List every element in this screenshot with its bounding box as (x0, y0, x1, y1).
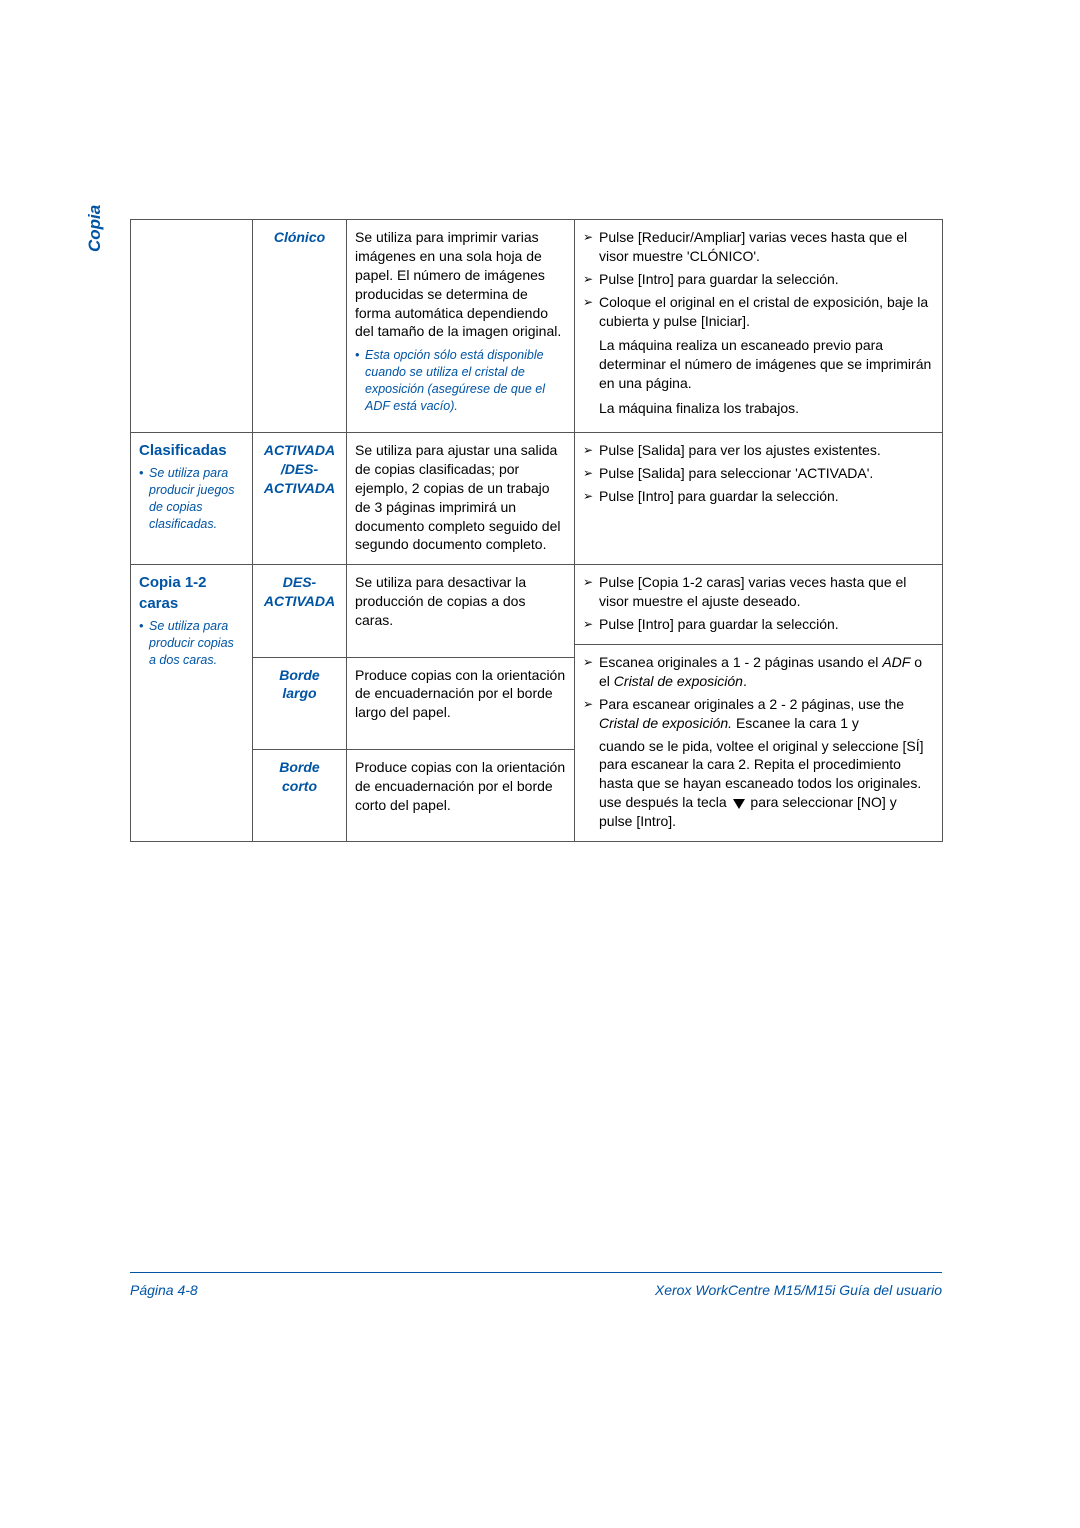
feature-table: Clónico Se utiliza para imprimir varias … (130, 219, 943, 842)
cell-description: Produce copias con la orientación de enc… (347, 657, 575, 749)
table-row: Clónico Se utiliza para imprimir varias … (131, 220, 943, 433)
step-item: Escanea originales a 1 - 2 páginas usand… (583, 653, 934, 691)
cell-feature: Copia 1-2 caras Se utiliza para producir… (131, 565, 253, 842)
desc-text: Se utiliza para desactivar la producción… (355, 573, 566, 630)
feature-label: Copia 1-2 caras (139, 573, 244, 614)
cell-steps: Pulse [Copia 1-2 caras] varias veces has… (575, 565, 943, 842)
option-label: ACTIVADA /DES- ACTIVADA (261, 441, 338, 498)
step-item: Coloque el original en el cristal de exp… (583, 293, 934, 331)
cell-description: Produce copias con la orientación de enc… (347, 749, 575, 841)
cell-option: ACTIVADA /DES- ACTIVADA (253, 433, 347, 565)
footer-rule (130, 1272, 942, 1273)
step-item: Pulse [Intro] para guardar la selección. (583, 270, 934, 289)
step-plain: La máquina realiza un escaneado previo p… (583, 336, 934, 393)
page-footer: Página 4-8 Xerox WorkCentre M15/M15i Guí… (130, 1282, 942, 1298)
option-label: Borde corto (261, 758, 338, 796)
footer-page-number: Página 4-8 (130, 1282, 198, 1298)
step-item: Pulse [Reducir/Ampliar] varias veces has… (583, 228, 934, 266)
feature-label: Clasificadas (139, 441, 244, 461)
step-plain: La máquina finaliza los trabajos. (583, 399, 934, 418)
step-item: Pulse [Intro] para guardar la selección. (583, 487, 934, 506)
cell-description: Se utiliza para imprimir varias imágenes… (347, 220, 575, 433)
desc-note: Esta opción sólo está disponible cuando … (355, 347, 566, 415)
step-item: Pulse [Salida] para seleccionar 'ACTIVAD… (583, 464, 934, 483)
cell-option: Borde largo (253, 657, 347, 749)
option-label: Clónico (261, 228, 338, 247)
step-item: Para escanear originales a 2 - 2 páginas… (583, 695, 934, 733)
step-item: Pulse [Salida] para ver los ajustes exis… (583, 441, 934, 460)
feature-sub-label: Se utiliza para producir copias a dos ca… (139, 618, 244, 669)
cell-steps: Pulse [Reducir/Ampliar] varias veces has… (575, 220, 943, 433)
feature-table-wrapper: Clónico Se utiliza para imprimir varias … (130, 219, 942, 842)
table-row: Clasificadas Se utiliza para producir ju… (131, 433, 943, 565)
cell-description: Se utiliza para desactivar la producción… (347, 565, 575, 657)
cell-option: DES- ACTIVADA (253, 565, 347, 657)
table-row: Copia 1-2 caras Se utiliza para producir… (131, 565, 943, 657)
option-label: Borde largo (261, 666, 338, 704)
step-continuation: cuando se le pida, voltee el original y … (583, 737, 934, 831)
option-label: DES- ACTIVADA (261, 573, 338, 611)
cell-feature (131, 220, 253, 433)
cell-description: Se utiliza para ajustar una salida de co… (347, 433, 575, 565)
desc-text: Se utiliza para ajustar una salida de co… (355, 441, 566, 554)
section-side-label: Copia (85, 205, 105, 252)
down-arrow-icon (733, 799, 745, 809)
cell-option: Clónico (253, 220, 347, 433)
cell-feature: Clasificadas Se utiliza para producir ju… (131, 433, 253, 565)
step-item: Pulse [Copia 1-2 caras] varias veces has… (583, 573, 934, 611)
desc-text: Produce copias con la orientación de enc… (355, 758, 566, 815)
footer-doc-title: Xerox WorkCentre M15/M15i Guía del usuar… (655, 1282, 942, 1298)
step-item: Pulse [Intro] para guardar la selección. (583, 615, 934, 634)
desc-text: Se utiliza para imprimir varias imágenes… (355, 228, 566, 341)
feature-sub-label: Se utiliza para producir juegos de copia… (139, 465, 244, 533)
cell-option: Borde corto (253, 749, 347, 841)
cell-steps: Pulse [Salida] para ver los ajustes exis… (575, 433, 943, 565)
desc-text: Produce copias con la orientación de enc… (355, 666, 566, 723)
